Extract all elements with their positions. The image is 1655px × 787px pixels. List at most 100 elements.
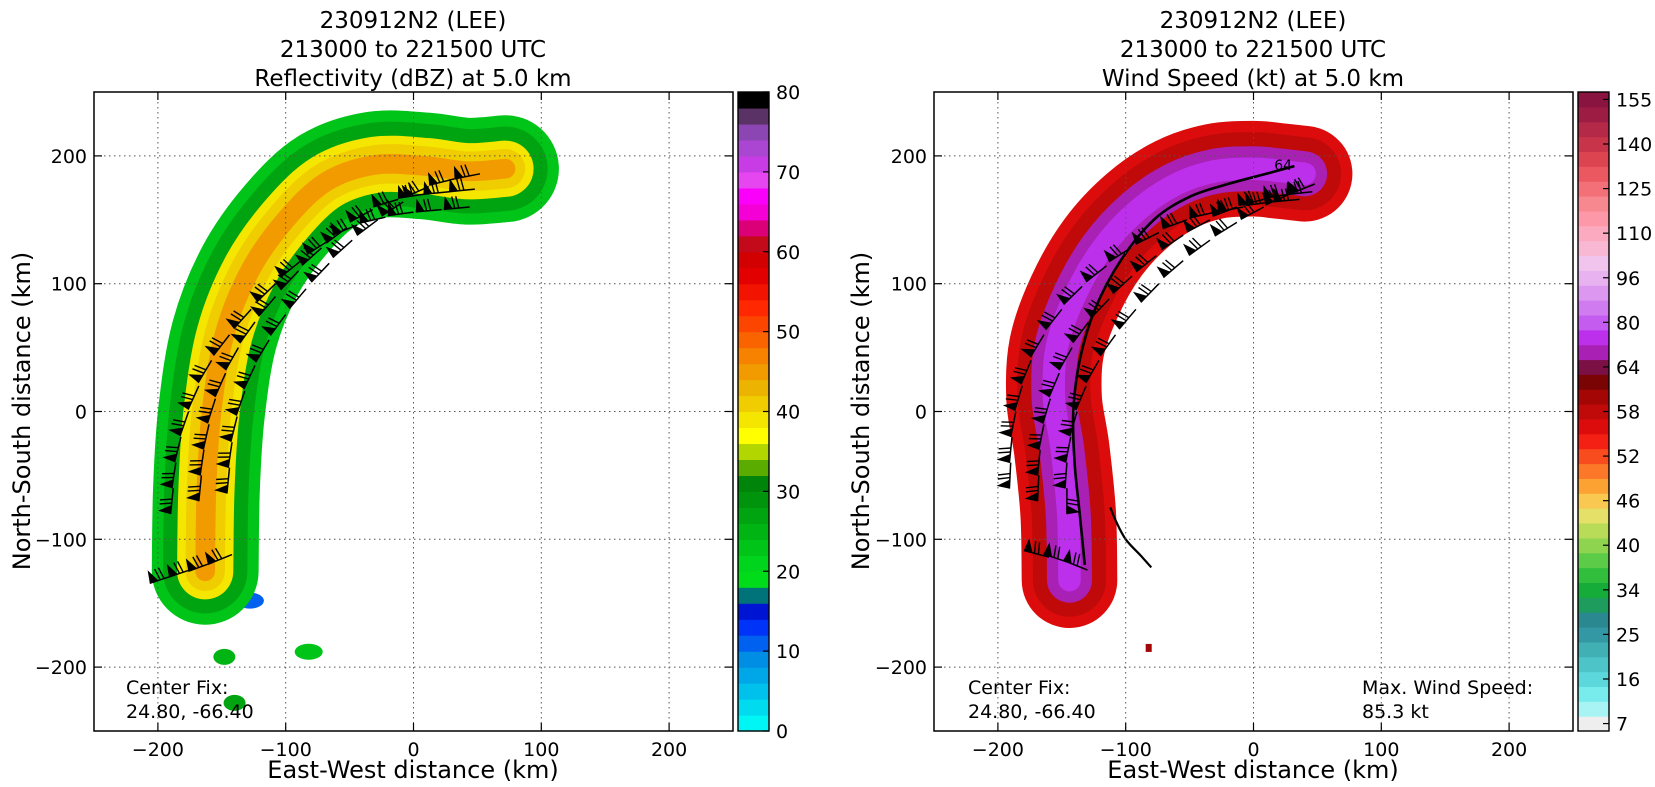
wind-speed-colorbar-swatch <box>1578 463 1609 479</box>
wind-speed-wind-barb <box>1024 475 1040 502</box>
wind-speed-colorbar-swatch <box>1578 136 1609 153</box>
reflectivity-colorbar-swatch <box>738 411 769 429</box>
wind-speed-colorbar-swatch <box>1578 359 1609 375</box>
reflectivity-wind-barb <box>376 198 404 217</box>
wind-speed-colorbar: 7 16 25 34 40 46 52 58 64 80 96 110 125 140 155 <box>1577 89 1652 736</box>
wind-speed-panel: 230912N2 (LEE) 213000 to 221500 UTC Wind… <box>847 8 1652 784</box>
reflectivity-wind-barb <box>345 204 373 223</box>
reflectivity-wind-barb <box>261 313 287 336</box>
reflectivity-wind-barb <box>443 196 470 211</box>
wind-speed-title-line-3: Wind Speed (kt) at 5.0 km <box>1102 66 1404 92</box>
wind-speed-colorbar-tick-label: 140 <box>1616 134 1652 156</box>
wind-speed-wind-barb <box>1053 436 1072 463</box>
reflectivity-colorbar-swatch <box>738 715 769 732</box>
wind-speed-wind-barb <box>1023 538 1050 558</box>
wind-speed-colorbar-tick-label: 58 <box>1616 402 1640 424</box>
reflectivity-y-tick-label: 0 <box>75 402 87 424</box>
reflectivity-colorbar-swatch <box>738 187 769 205</box>
reflectivity-colorbar-swatch <box>738 155 769 173</box>
wind-speed-colorbar-tick-label: 16 <box>1616 669 1640 691</box>
wind-speed-wind-barb <box>1048 347 1073 371</box>
wind-speed-center-fix-value: 24.80, -66.40 <box>968 701 1096 723</box>
wind-speed-colorbar-tick-label: 110 <box>1616 223 1652 245</box>
reflectivity-wind-barb <box>245 339 270 363</box>
reflectivity-colorbar-swatch <box>738 203 769 221</box>
wind-speed-colorbar-swatch <box>1578 597 1609 613</box>
wind-speed-y-tick-label: 200 <box>891 146 927 168</box>
reflectivity-title-line-3: Reflectivity (dBZ) at 5.0 km <box>254 66 571 92</box>
reflectivity-wind-barb <box>204 334 231 356</box>
reflectivity-colorbar-swatch <box>738 651 769 668</box>
reflectivity-colorbar-swatch <box>738 171 769 189</box>
wind-speed-wind-barb <box>1024 449 1041 476</box>
wind-speed-grid <box>934 92 1573 731</box>
reflectivity-colorbar-swatch <box>738 427 769 445</box>
wind-speed-wind-barb <box>1156 231 1184 251</box>
wind-speed-colorbar-swatch <box>1578 225 1609 242</box>
wind-speed-wind-barb <box>1037 372 1060 398</box>
wind-speed-colorbar-swatch <box>1578 567 1609 583</box>
reflectivity-wind-barb <box>230 321 256 344</box>
reflectivity-wind-barb <box>177 385 200 410</box>
reflectivity-colorbar-swatch <box>738 379 769 397</box>
wind-speed-wind-barb <box>1020 334 1045 358</box>
wind-speed-colorbar-tick-label: 96 <box>1616 268 1640 290</box>
wind-speed-wind-barb <box>1182 214 1211 233</box>
reflectivity-axes: −200 −100 0 100 200 −200 −100 0 100 200 <box>35 92 733 761</box>
reflectivity-wind-barb <box>203 372 227 398</box>
wind-speed-colorbar-swatch <box>1578 329 1609 346</box>
wind-speed-title-line-2: 213000 to 221500 UTC <box>1120 37 1386 63</box>
wind-speed-wind-barb <box>1052 462 1068 489</box>
reflectivity-colorbar-swatch <box>738 635 769 652</box>
reflectivity-colorbar-swatch <box>738 571 769 588</box>
wind-speed-x-tick-label: −200 <box>972 739 1024 761</box>
wind-speed-x-axis-label: East-West distance (km) <box>1107 756 1398 784</box>
reflectivity-colorbar-swatch <box>738 603 769 620</box>
reflectivity-colorbar-swatch <box>738 139 769 157</box>
wind-speed-wind-barb <box>1209 218 1238 237</box>
reflectivity-title-line-2: 213000 to 221500 UTC <box>280 37 546 63</box>
wind-speed-colorbar-swatch <box>1578 166 1609 182</box>
reflectivity-colorbar-swatch <box>738 443 769 461</box>
reflectivity-wind-barb <box>303 262 330 283</box>
reflectivity-colorbar-swatch <box>738 667 769 684</box>
reflectivity-center-fix-value: 24.80, -66.40 <box>126 701 254 723</box>
reflectivity-y-tick-label: −100 <box>35 529 87 551</box>
wind-speed-colorbar-swatch <box>1578 493 1609 509</box>
reflectivity-colorbar-tick-label: 40 <box>776 402 800 424</box>
reflectivity-colorbar-swatch <box>738 107 769 125</box>
wind-speed-wind-barb <box>1064 385 1087 411</box>
reflectivity-colorbar-tick-label: 60 <box>776 242 800 264</box>
reflectivity-colorbar-swatch <box>738 299 769 317</box>
wind-speed-colorbar-tick-label: 7 <box>1616 714 1628 736</box>
reflectivity-colorbar-swatch <box>738 251 769 269</box>
wind-speed-wind-barb <box>1209 200 1238 218</box>
wind-speed-title: 230912N2 (LEE) 213000 to 221500 UTC Wind… <box>1102 8 1404 92</box>
wind-speed-colorbar-swatch <box>1578 270 1609 286</box>
reflectivity-x-tick-label: 0 <box>407 739 419 761</box>
reflectivity-data-layer <box>151 110 559 711</box>
wind-speed-wind-barb <box>1056 285 1083 305</box>
wind-speed-colorbar-swatch <box>1578 641 1609 658</box>
reflectivity-colorbar-tick-label: 20 <box>776 561 800 583</box>
wind-speed-wind-barb <box>1057 411 1078 437</box>
wind-speed-colorbar-swatch <box>1578 255 1609 271</box>
wind-speed-colorbar-swatch <box>1578 285 1609 301</box>
wind-speed-colorbar-swatch <box>1578 716 1609 732</box>
reflectivity-colorbar-swatch <box>738 347 769 365</box>
reflectivity-wind-barb <box>294 247 323 266</box>
wind-speed-colorbar-swatch <box>1578 686 1609 702</box>
wind-speed-y-tick-label: −200 <box>875 657 927 679</box>
reflectivity-colorbar-swatch <box>738 539 769 556</box>
reflectivity-colorbar-swatch <box>738 699 769 716</box>
wind-speed-colorbar-swatch <box>1578 626 1609 643</box>
wind-speed-wind-barb <box>996 437 1013 463</box>
reflectivity-wind-barb <box>162 436 182 463</box>
wind-speed-band <box>1042 157 1316 592</box>
reflectivity-y-axis-label: North-South distance (km) <box>8 252 36 571</box>
reflectivity-x-tick-label: −200 <box>132 739 184 761</box>
reflectivity-colorbar-tick-label: 80 <box>776 82 800 104</box>
reflectivity-colorbar-swatch <box>738 683 769 700</box>
reflectivity-echo-patch <box>213 648 236 665</box>
wind-speed-wind-barb <box>1030 398 1052 424</box>
